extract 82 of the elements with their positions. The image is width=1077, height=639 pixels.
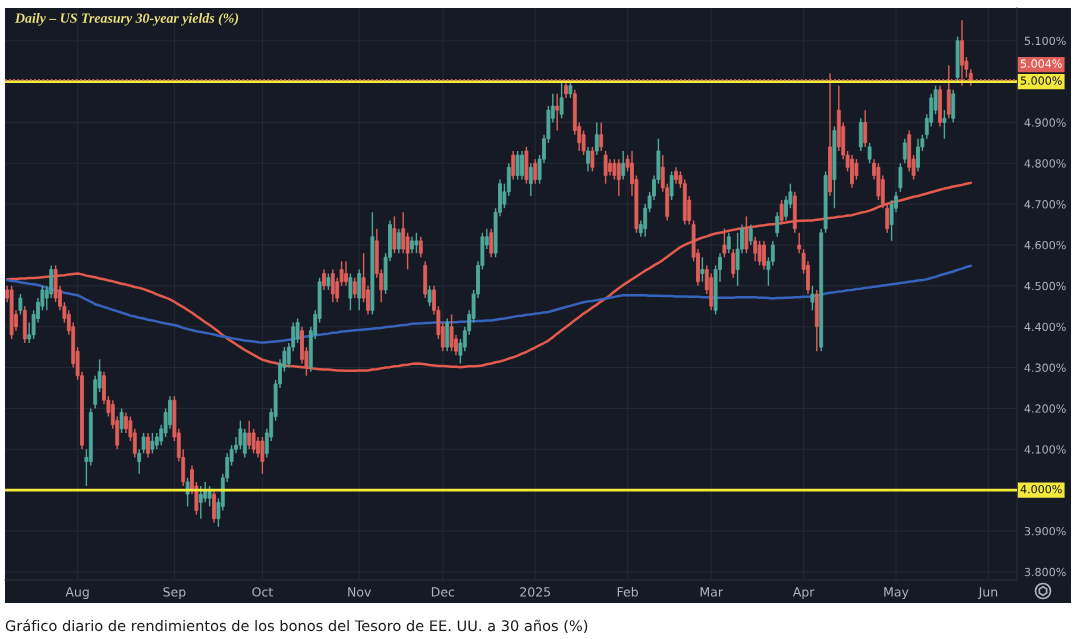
candlestick <box>260 436 265 475</box>
x-tick-label: Aug <box>65 587 89 600</box>
x-tick-label: Dec <box>431 587 455 597</box>
candlestick <box>603 150 608 185</box>
candlestick <box>867 142 872 164</box>
candlestick <box>748 223 753 246</box>
candlestick <box>885 203 890 234</box>
candlestick <box>146 432 150 459</box>
candlestick <box>779 199 784 226</box>
y-tick-label: 4.300% <box>1024 363 1066 372</box>
candlestick <box>489 227 494 258</box>
candlestick <box>770 240 775 267</box>
y-tick-label: 3.800% <box>1024 567 1066 577</box>
candlestick <box>775 211 780 238</box>
y-tick-label: 4.100% <box>1024 445 1066 454</box>
candlestick <box>612 158 617 181</box>
y-tick-label: 4.800% <box>1024 159 1066 168</box>
x-tick-label: 2025 <box>520 587 551 597</box>
candlestick <box>898 162 903 193</box>
candlestick <box>942 109 947 140</box>
candlestick <box>757 240 762 267</box>
x-tick-label: Feb <box>617 586 638 597</box>
candlestick <box>731 248 736 279</box>
candlestick <box>150 432 155 455</box>
candlestick <box>515 150 520 181</box>
candlestick <box>726 232 731 254</box>
candlestick <box>616 158 621 197</box>
y-tick-label: 4.700% <box>1024 200 1066 209</box>
candlestick <box>396 227 401 254</box>
y-tick-label: 4.200% <box>1024 404 1066 413</box>
y-tick-label: 3.900% <box>1024 526 1066 536</box>
text: Gráfico diario de rendimientos de los bonos del Tesoro de EE. UU. a 30 años (%) <box>5 619 588 633</box>
candlestick <box>533 158 538 185</box>
x-tick-label: Apr <box>792 587 815 600</box>
y-tick-label: 4.500% <box>1024 281 1066 291</box>
chart-title: Daily – US Treasury 30-year yields (%) <box>14 13 239 26</box>
candlestick <box>427 285 432 307</box>
x-tick-label: Nov <box>348 587 372 597</box>
candlestick <box>594 121 599 156</box>
candlestick <box>586 146 590 173</box>
candlestick <box>330 268 335 303</box>
candlestick <box>322 268 326 291</box>
y-tick-label: 4.400% <box>1024 322 1066 332</box>
candlestick <box>590 146 595 173</box>
candlestick <box>119 407 124 434</box>
ref-line-label: 5.004% <box>1020 59 1062 68</box>
x-tick-label: Jun <box>977 587 998 599</box>
candlestick <box>401 211 406 254</box>
candlestick <box>621 150 626 181</box>
candlestick <box>528 162 533 197</box>
candlestick <box>854 158 859 181</box>
candlestick <box>722 227 727 258</box>
candlestick <box>18 293 23 316</box>
x-tick-label: May <box>884 587 909 600</box>
candlestick <box>418 236 423 258</box>
candlestick <box>559 80 564 120</box>
candlestick <box>863 109 868 148</box>
candlestick <box>392 215 397 254</box>
candlestick <box>744 215 749 254</box>
y-tick-label: 4.900% <box>1024 118 1066 127</box>
candlestick <box>555 93 560 132</box>
candlestick <box>511 150 516 181</box>
candlestick <box>247 419 252 450</box>
candlestick <box>242 428 247 459</box>
x-tick-label: Sep <box>163 587 186 600</box>
y-tick-label: 5.100% <box>1024 36 1066 46</box>
x-tick-label: Oct <box>252 587 273 597</box>
candlestick <box>902 138 907 164</box>
x-tick-label: Mar <box>700 587 723 597</box>
candlestick <box>352 276 357 299</box>
ref-line-label: 4.000% <box>1020 484 1062 494</box>
candlestick <box>753 236 758 263</box>
candlestick <box>810 285 815 312</box>
candlestick <box>599 121 604 152</box>
candlestick <box>669 170 674 201</box>
candlestick <box>449 313 454 352</box>
candlestick <box>700 256 705 283</box>
candlestick <box>414 232 419 254</box>
y-tick-label: 4.600% <box>1024 240 1066 250</box>
ref-line-label: 5.000% <box>1020 76 1062 85</box>
candlestick <box>198 485 203 520</box>
candlestick <box>348 272 353 312</box>
